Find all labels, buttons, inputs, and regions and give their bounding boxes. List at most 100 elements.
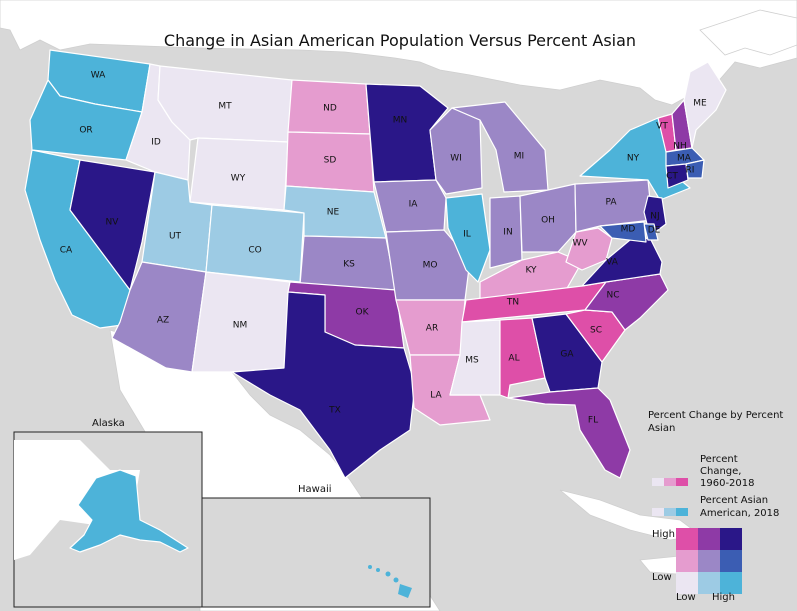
legend-change-label-line1: Percent — [700, 454, 738, 465]
state-label-va: VA — [606, 258, 619, 268]
legend-grid-cell-r2-c2 — [720, 572, 742, 594]
legend-grid-cell-r1-c2 — [720, 550, 742, 572]
state-label-tn: TN — [506, 298, 519, 308]
legend-blue-mid — [664, 508, 676, 516]
state-IL[interactable] — [445, 193, 491, 283]
state-PA[interactable] — [574, 179, 653, 233]
legend-change-label-line2: Change, — [700, 466, 741, 477]
state-CO[interactable] — [205, 204, 305, 283]
state-label-ga: GA — [560, 350, 574, 360]
state-label-vt: VT — [656, 122, 668, 132]
state-MS[interactable] — [449, 319, 501, 396]
legend-heading-line2: Asian — [648, 423, 675, 434]
state-label-fl: FL — [588, 416, 598, 426]
state-label-ia: IA — [409, 200, 419, 210]
state-label-ny: NY — [627, 154, 640, 164]
state-ME[interactable] — [683, 61, 727, 149]
state-label-co: CO — [248, 246, 261, 256]
state-label-ca: CA — [60, 246, 73, 256]
state-AK[interactable] — [69, 469, 189, 553]
state-NV[interactable] — [69, 159, 156, 291]
legend-grid-cell-r0-c2 — [720, 528, 742, 550]
state-IA[interactable] — [373, 179, 447, 233]
state-label-mi: MI — [514, 152, 524, 162]
legend-change-label-line3: 1960-2018 — [700, 478, 755, 489]
state-CT[interactable] — [665, 163, 689, 189]
us-states — [24, 49, 727, 479]
state-WV[interactable] — [565, 227, 613, 271]
state-label-ar: AR — [426, 324, 438, 334]
state-label-mo: MO — [423, 261, 438, 271]
state-label-la: LA — [430, 391, 442, 401]
legend-low-x: Low — [676, 592, 696, 603]
state-label-nm: NM — [233, 321, 248, 331]
state-label-oh: OH — [541, 216, 555, 226]
state-label-or: OR — [79, 126, 92, 136]
legend-high-y: High — [652, 529, 675, 540]
legend: Percent Change by Percent Asian Percent … — [648, 410, 783, 603]
legend-low-y: Low — [652, 572, 672, 583]
legend-grid-cell-r1-c0 — [676, 550, 698, 572]
state-label-id: ID — [151, 138, 161, 148]
state-label-nj: NJ — [650, 212, 659, 222]
state-label-ma: MA — [677, 154, 692, 164]
state-label-ut: UT — [169, 232, 182, 242]
state-label-ne: NE — [327, 208, 340, 218]
state-label-ky: KY — [525, 266, 537, 276]
state-label-az: AZ — [157, 316, 169, 326]
state-label-sc: SC — [590, 326, 602, 336]
alaska-label: Alaska — [92, 418, 125, 429]
legend-heading-line1: Percent Change by Percent — [648, 410, 783, 421]
legend-blue-high — [676, 508, 688, 516]
state-label-mn: MN — [393, 116, 408, 126]
state-HI[interactable] — [368, 565, 412, 598]
state-label-pa: PA — [605, 198, 617, 208]
state-label-wa: WA — [91, 71, 106, 81]
legend-bivariate-grid — [676, 528, 742, 594]
legend-pink-high — [676, 478, 688, 486]
legend-grid-cell-r0-c0 — [676, 528, 698, 550]
hawaii-inset-frame — [201, 497, 431, 608]
legend-grid-cell-r0-c1 — [698, 528, 720, 550]
legend-grid-cell-r1-c1 — [698, 550, 720, 572]
state-TX[interactable] — [231, 291, 416, 479]
state-label-wv: WV — [572, 239, 588, 249]
state-label-nd: ND — [323, 104, 337, 114]
state-label-ri: RI — [686, 166, 695, 176]
map-title: Change in Asian American Population Vers… — [164, 31, 636, 50]
state-label-me: ME — [693, 99, 707, 109]
hawaii-label: Hawaii — [298, 484, 332, 495]
state-label-ok: OK — [356, 308, 370, 318]
state-DE[interactable] — [643, 223, 659, 241]
legend-high-x: High — [712, 592, 735, 603]
state-label-nv: NV — [106, 218, 120, 228]
legend-asian-label-line1: Percent Asian — [700, 495, 768, 506]
legend-grid-cell-r2-c1 — [698, 572, 720, 594]
state-labels: WA OR CA NV ID MT WY UT CO AZ NM ND SD NE KS OK TX MN IA MO… — [60, 71, 707, 426]
legend-asian-label-line2: American, 2018 — [700, 508, 779, 519]
state-label-ct: CT — [666, 172, 678, 182]
legend-grid-cell-r2-c0 — [676, 572, 698, 594]
state-label-tx: TX — [328, 406, 341, 416]
state-label-nh: NH — [673, 142, 687, 152]
state-MO[interactable] — [385, 229, 471, 301]
state-label-mt: MT — [218, 102, 232, 112]
state-label-wi: WI — [450, 154, 462, 164]
legend-pink-low — [652, 478, 664, 486]
alaska-surrounding-land — [14, 440, 140, 560]
hawaii-inset: Hawaii — [201, 484, 431, 608]
state-VA[interactable] — [581, 237, 663, 287]
state-label-md: MD — [621, 225, 636, 235]
state-FL[interactable] — [507, 387, 631, 479]
state-label-in: IN — [503, 228, 512, 238]
state-label-nc: NC — [606, 291, 619, 301]
state-label-il: IL — [463, 230, 471, 240]
state-label-al: AL — [508, 354, 519, 364]
legend-pink-mid — [664, 478, 676, 486]
state-label-ms: MS — [465, 356, 479, 366]
state-MD[interactable] — [599, 221, 647, 243]
state-label-wy: WY — [231, 174, 246, 184]
state-label-ks: KS — [343, 260, 355, 270]
alaska-inset: Alaska — [13, 418, 203, 608]
